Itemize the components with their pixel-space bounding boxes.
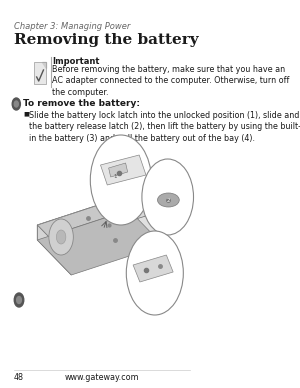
Text: www.gateway.com: www.gateway.com xyxy=(64,373,139,382)
Polygon shape xyxy=(102,197,149,224)
FancyBboxPatch shape xyxy=(34,62,46,84)
Polygon shape xyxy=(133,255,173,282)
Text: Chapter 3: Managing Power: Chapter 3: Managing Power xyxy=(14,22,130,31)
Polygon shape xyxy=(37,195,129,240)
Polygon shape xyxy=(42,62,46,68)
Polygon shape xyxy=(100,155,146,185)
Circle shape xyxy=(56,230,66,244)
Text: 48: 48 xyxy=(14,373,24,382)
Text: 2: 2 xyxy=(167,199,170,203)
Circle shape xyxy=(12,98,20,110)
Circle shape xyxy=(90,135,152,225)
Text: Removing the battery: Removing the battery xyxy=(14,33,198,47)
Ellipse shape xyxy=(158,193,179,207)
Circle shape xyxy=(14,293,24,307)
Polygon shape xyxy=(105,212,116,221)
Polygon shape xyxy=(37,225,71,275)
Circle shape xyxy=(16,296,21,303)
Circle shape xyxy=(126,231,183,315)
Circle shape xyxy=(142,159,194,235)
Text: Important: Important xyxy=(52,57,100,66)
Circle shape xyxy=(49,219,73,255)
Polygon shape xyxy=(109,163,128,177)
Text: ■: ■ xyxy=(23,111,29,116)
Text: Before removing the battery, make sure that you have an
AC adapter connected to : Before removing the battery, make sure t… xyxy=(52,65,290,97)
Polygon shape xyxy=(37,195,163,260)
Circle shape xyxy=(14,101,18,107)
Polygon shape xyxy=(37,210,163,275)
Text: Slide the battery lock latch into the unlocked position (1), slide and hold
the : Slide the battery lock latch into the un… xyxy=(28,111,300,143)
Text: 1: 1 xyxy=(113,173,116,178)
Text: To remove the battery:: To remove the battery: xyxy=(23,99,140,108)
